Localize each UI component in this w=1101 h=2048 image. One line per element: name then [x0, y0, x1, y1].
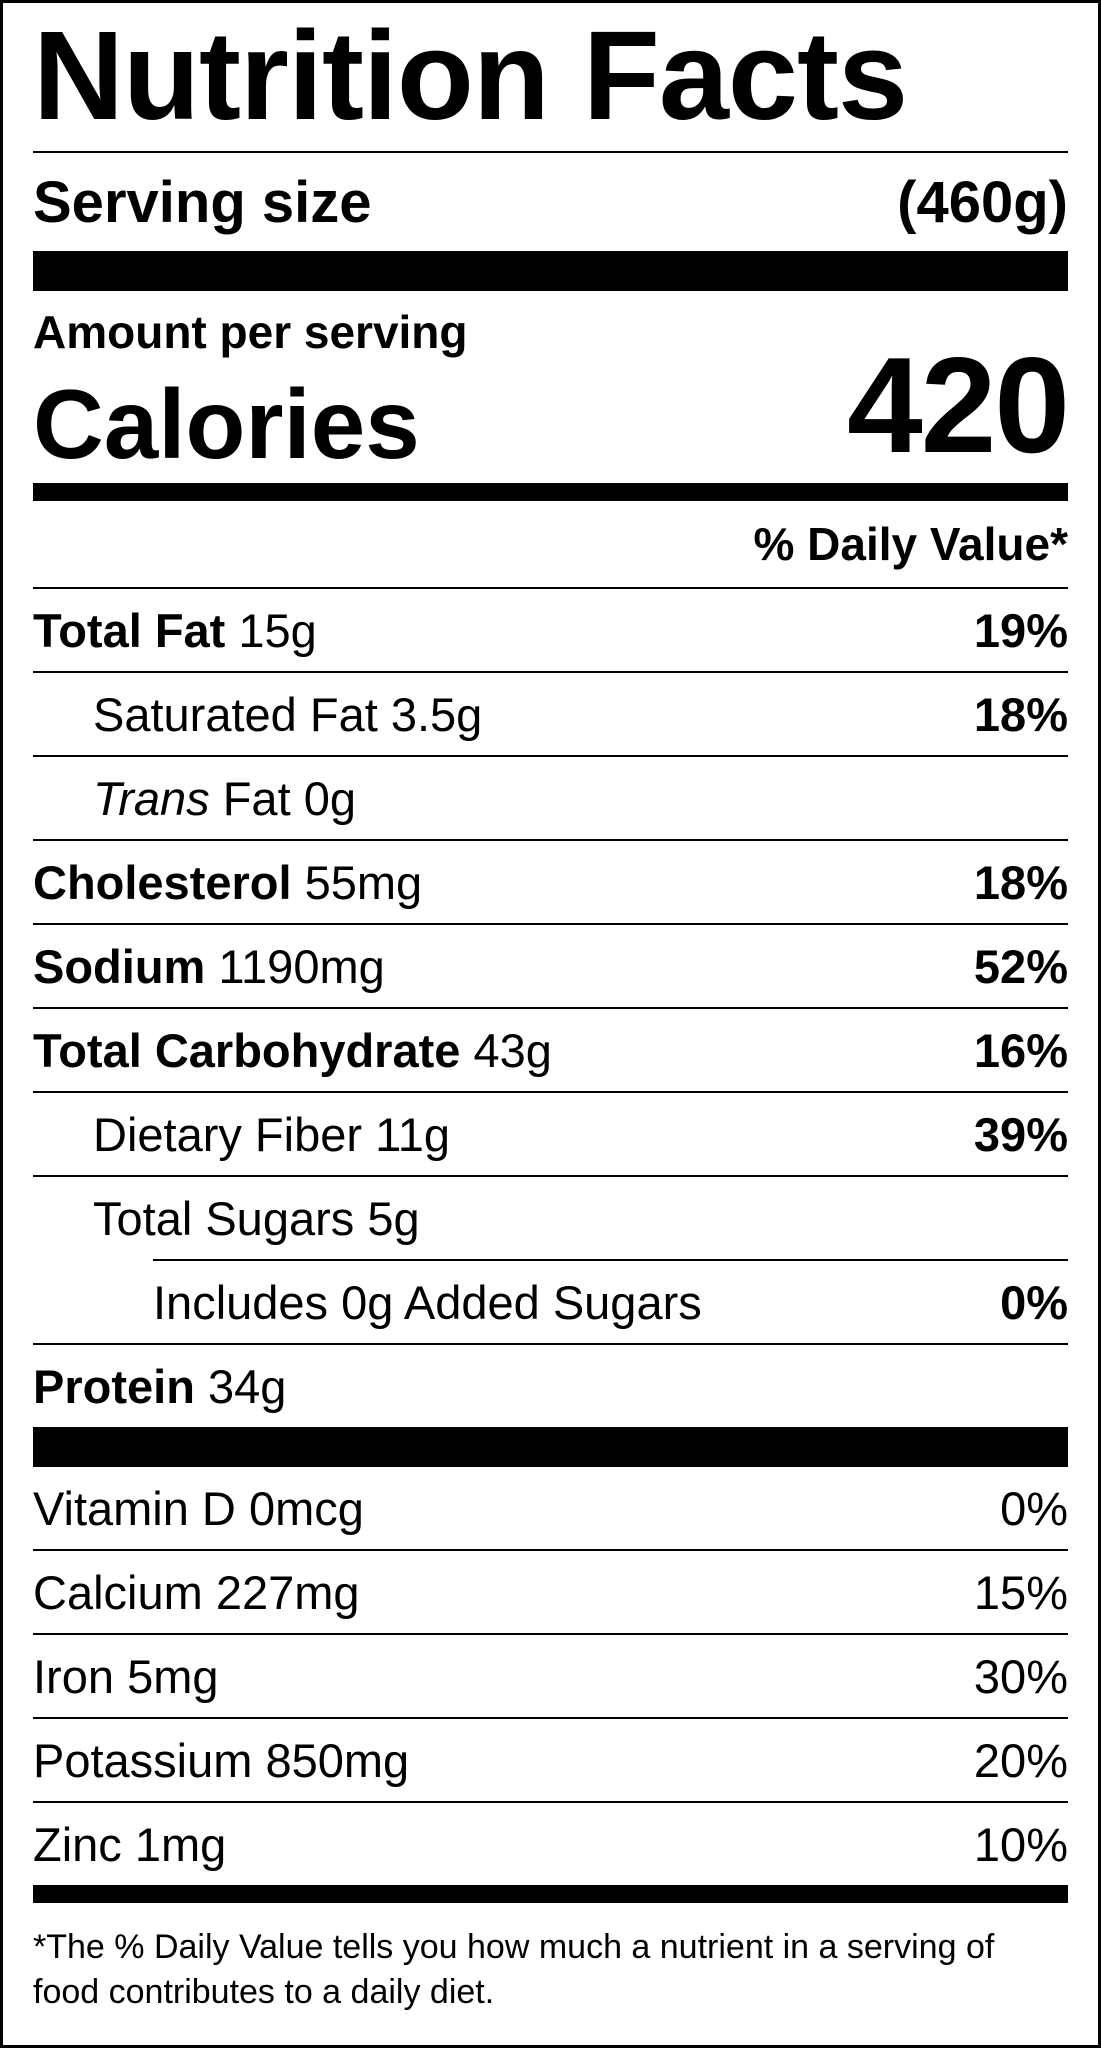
micronutrient-amount: 1mg [134, 1817, 227, 1871]
nutrient-amount: 3.5g [390, 687, 483, 741]
calories-label: Calories [33, 369, 420, 479]
nutrient-name: Sodium [33, 939, 206, 993]
nutrient-dv: 39% [973, 1107, 1068, 1161]
serving-size-label: Serving size [33, 169, 372, 235]
nutrient-row-total-fat: Total Fat 15g 19% [33, 589, 1068, 671]
divider [153, 1259, 1068, 1261]
nutrient-row-dietary-fiber: Dietary Fiber 11g 39% [33, 1093, 1068, 1175]
micronutrient-amount: 227mg [215, 1565, 360, 1619]
micronutrient-row-iron: Iron 5mg 30% [33, 1635, 1068, 1717]
nutrient-dv: 0% [1000, 1275, 1068, 1329]
nutrient-name: Cholesterol [33, 855, 292, 909]
calories-value: 420 [847, 329, 1070, 481]
nutrient-row-added-sugars: Includes 0g Added Sugars 0% [33, 1261, 1068, 1343]
serving-size-row: Serving size (460g) [33, 153, 1068, 251]
nutrient-name: Saturated Fat [93, 687, 378, 741]
micronutrient-amount: 0mcg [248, 1481, 364, 1535]
divider [33, 671, 1068, 673]
nutrient-name: Fat [222, 771, 291, 825]
divider [33, 1633, 1068, 1635]
divider [33, 755, 1068, 757]
nutrient-name: Protein [33, 1359, 195, 1413]
divider [33, 1801, 1068, 1803]
divider [33, 923, 1068, 925]
nutrient-amount: 1190mg [218, 939, 385, 993]
label-title: Nutrition Facts [33, 5, 908, 146]
nutrient-dv: 52% [973, 939, 1068, 993]
nutrient-row-trans-fat: Trans Fat 0g [33, 757, 1068, 839]
micronutrient-row-potassium: Potassium 850mg 20% [33, 1719, 1068, 1801]
micronutrient-name: Iron [33, 1649, 114, 1703]
nutrient-row-cholesterol: Cholesterol 55mg 18% [33, 841, 1068, 923]
nutrient-name: Dietary Fiber [93, 1107, 363, 1161]
nutrient-dv: 19% [973, 603, 1068, 657]
micronutrient-name: Vitamin D [33, 1481, 236, 1535]
micronutrient-row-vitamin-d: Vitamin D 0mcg 0% [33, 1467, 1068, 1549]
nutrient-amount: 15g [238, 603, 317, 657]
nutrient-amount: 5g [367, 1191, 420, 1245]
calories-row: Calories 420 [33, 337, 1070, 483]
micronutrient-dv: 10% [973, 1817, 1068, 1871]
micronutrient-row-calcium: Calcium 227mg 15% [33, 1551, 1068, 1633]
divider [33, 1549, 1068, 1551]
micronutrient-name: Zinc [33, 1817, 122, 1871]
divider [33, 1717, 1068, 1719]
serving-size-value: (460g) [897, 169, 1068, 235]
nutrient-row-saturated-fat: Saturated Fat 3.5g 18% [33, 673, 1068, 755]
nutrient-dv: 16% [973, 1023, 1068, 1077]
divider [33, 1007, 1068, 1009]
micronutrient-row-zinc: Zinc 1mg 10% [33, 1803, 1068, 1885]
nutrient-row-total-carbohydrate: Total Carbohydrate 43g 16% [33, 1009, 1068, 1091]
nutrient-amount: 34g [207, 1359, 287, 1413]
divider [33, 587, 1068, 589]
medium-divider [33, 483, 1068, 501]
medium-divider [33, 1885, 1068, 1903]
nutrient-dv: 18% [973, 687, 1068, 741]
micronutrient-name: Calcium [33, 1565, 203, 1619]
micronutrient-dv: 15% [973, 1565, 1068, 1619]
nutrient-name: Total Fat [33, 603, 226, 657]
amount-per-serving: Amount per serving [33, 306, 468, 358]
nutrient-dv: 18% [973, 855, 1068, 909]
nutrient-name-italic: Trans [93, 771, 210, 825]
micronutrient-amount: 850mg [265, 1733, 410, 1787]
thick-divider [33, 1427, 1068, 1467]
divider [33, 151, 1068, 153]
nutrient-name: Total Carbohydrate [33, 1023, 461, 1077]
daily-value-header: % Daily Value* [33, 501, 1069, 587]
nutrient-name: Includes 0g Added Sugars [153, 1275, 702, 1329]
micronutrient-amount: 5mg [127, 1649, 219, 1703]
divider [33, 839, 1068, 841]
divider [33, 1175, 1068, 1177]
nutrient-amount: 11g [375, 1107, 451, 1161]
nutrient-amount: 0g [303, 771, 356, 825]
nutrient-amount: 55mg [304, 855, 423, 909]
micronutrient-dv: 30% [973, 1649, 1068, 1703]
divider [33, 1343, 1068, 1345]
nutrient-row-protein: Protein 34g [33, 1345, 1068, 1427]
nutrient-row-sodium: Sodium 1190mg 52% [33, 925, 1068, 1007]
daily-value-footnote: *The % Daily Value tells you how much a … [33, 1928, 995, 2011]
thick-divider [33, 251, 1068, 291]
nutrient-name: Total Sugars [93, 1191, 355, 1245]
micronutrient-dv: 20% [973, 1733, 1068, 1787]
micronutrient-name: Potassium [33, 1733, 253, 1787]
micronutrient-dv: 0% [1000, 1481, 1068, 1535]
nutrient-row-total-sugars: Total Sugars 5g [33, 1177, 1068, 1259]
daily-value-heading: % Daily Value* [753, 518, 1069, 570]
divider [33, 1091, 1068, 1093]
nutrient-amount: 43g [473, 1023, 552, 1077]
